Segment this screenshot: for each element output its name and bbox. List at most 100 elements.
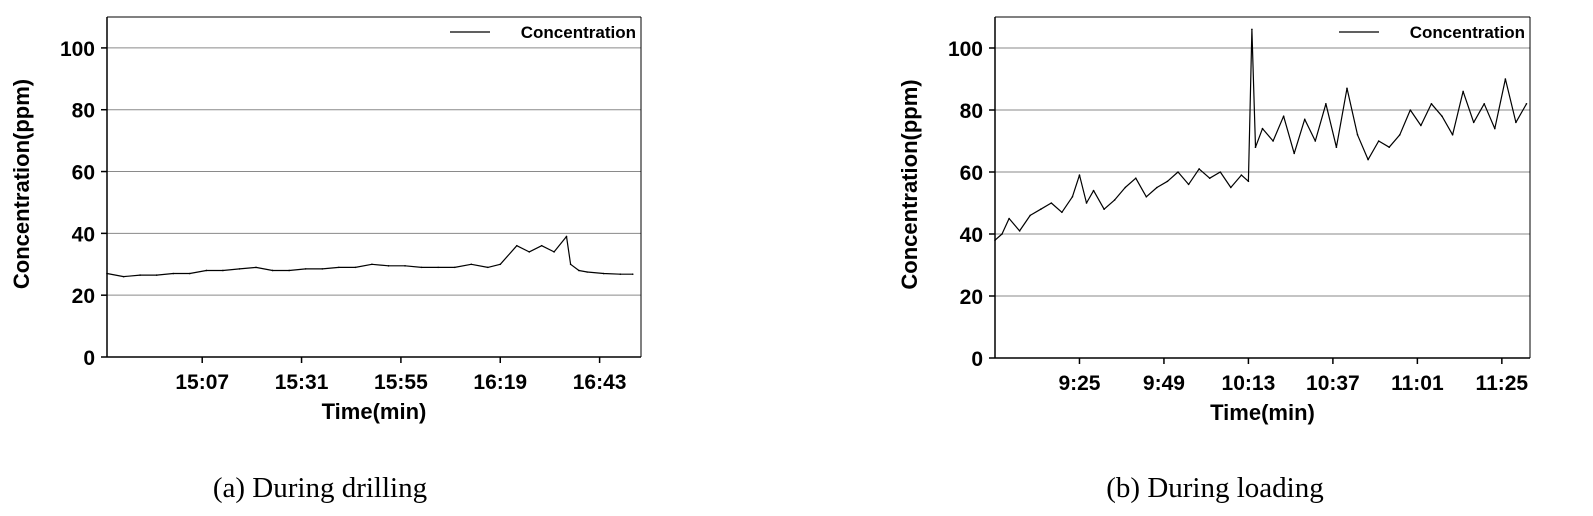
loading-data-point — [1441, 115, 1443, 117]
drilling-data-point — [387, 265, 390, 267]
loading-x-tick-label: 10:13 — [1222, 372, 1276, 395]
loading-data-point — [1515, 121, 1517, 124]
loading-data-point — [1008, 217, 1010, 220]
loading-x-tick-label: 11:25 — [1476, 372, 1529, 395]
drilling-data-point — [420, 266, 423, 269]
loading-data-point — [1177, 171, 1179, 173]
drilling-data-point — [222, 269, 224, 272]
drilling-data-point — [437, 266, 439, 269]
drilling-data-point — [371, 263, 373, 266]
loading-y-axis-title: Concentration(ppm) — [897, 79, 922, 289]
drilling-x-tick-label: 15:31 — [275, 371, 329, 394]
drilling-data-point — [470, 263, 473, 266]
loading-data-point — [1198, 168, 1200, 170]
drilling-y-tick-label: 40 — [72, 223, 95, 246]
loading-data-point — [1398, 134, 1401, 136]
drilling-data-point — [188, 272, 191, 275]
loading-data-point — [1029, 214, 1031, 217]
drilling-data-point — [304, 268, 307, 270]
loading-data-point — [1462, 90, 1464, 93]
loading-data-point — [1113, 199, 1116, 201]
loading-data-point — [1346, 87, 1348, 90]
loading-data-point — [1472, 121, 1475, 124]
drilling-x-tick-label: 15:55 — [374, 371, 428, 394]
loading-data-point — [1335, 146, 1338, 148]
loading-data-point — [1061, 211, 1063, 214]
drilling-y-tick-label: 80 — [72, 100, 95, 123]
drilling-data-point — [631, 273, 634, 275]
loading-y-tick-label: 0 — [971, 348, 983, 371]
drilling-data-point — [172, 272, 175, 275]
loading-data-point — [1451, 134, 1454, 136]
loading-data-point — [1103, 208, 1105, 210]
drilling-x-tick-label: 15:07 — [175, 371, 229, 394]
drilling-data-point — [586, 271, 588, 273]
loading-data-point — [1092, 189, 1095, 192]
drilling-y-tick-label: 20 — [72, 285, 95, 308]
loading-data-point — [1251, 28, 1253, 31]
loading-data-point — [1388, 146, 1391, 148]
drilling-data-point — [106, 272, 108, 275]
loading-data-point — [1325, 103, 1327, 105]
loading-data-point — [1303, 118, 1306, 121]
loading-data-point — [1367, 158, 1369, 161]
drilling-data-point — [516, 244, 518, 247]
drilling-x-axis-title: Time(min) — [322, 399, 427, 424]
loading-data-point — [1230, 186, 1232, 189]
loading-data-point — [1420, 124, 1422, 127]
caption-drilling: (a) During drilling — [212, 472, 428, 504]
loading-data-point — [1145, 196, 1148, 198]
loading-data-point — [1219, 171, 1222, 173]
loading-x-tick-label: 11:01 — [1391, 372, 1444, 395]
loading-data-point — [1039, 208, 1042, 210]
drilling-data-point — [569, 263, 572, 266]
loading-data-point — [1272, 140, 1274, 142]
drilling-data-point — [565, 235, 568, 238]
loading-data-point — [1314, 140, 1317, 142]
loading-data-point — [1377, 140, 1380, 142]
loading-data-point — [1166, 180, 1169, 183]
drilling-data-point — [139, 274, 141, 276]
loading-data-point — [1261, 127, 1264, 130]
loading-data-point — [1282, 115, 1285, 117]
drilling-data-point — [238, 268, 241, 270]
loading-data-point — [1085, 202, 1088, 204]
loading-y-tick-label: 20 — [960, 286, 983, 309]
drilling-data-point — [205, 269, 208, 272]
drilling-y-tick-label: 0 — [83, 347, 95, 370]
drilling-data-point — [338, 266, 340, 269]
drilling-data-point — [487, 266, 489, 269]
drilling-data-point — [540, 244, 543, 247]
drilling-data-point — [155, 274, 158, 276]
loading-data-point — [1134, 177, 1137, 179]
loading-data-point — [1018, 230, 1021, 232]
loading-data-point — [1525, 103, 1528, 105]
loading-data-point — [1356, 134, 1359, 136]
loading-data-point — [1430, 103, 1433, 105]
loading-x-tick-label: 9:25 — [1058, 372, 1100, 395]
drilling-y-tick-label: 60 — [72, 162, 95, 185]
drilling-data-point — [288, 269, 290, 272]
loading-y-tick-label: 40 — [960, 224, 983, 247]
loading-data-point — [1240, 174, 1243, 176]
drilling-data-point — [619, 273, 622, 275]
drilling-x-tick-label: 16:19 — [473, 371, 527, 394]
loading-data-point — [1293, 152, 1295, 155]
loading-data-point — [994, 239, 996, 241]
loading-data-point — [1050, 202, 1053, 204]
loading-x-tick-label: 10:37 — [1306, 372, 1360, 395]
drilling-data-point — [321, 268, 324, 270]
drilling-data-point — [578, 269, 580, 272]
drilling-series-line — [106, 235, 633, 278]
drilling-data-point — [528, 251, 531, 253]
loading-data-point — [1504, 78, 1507, 80]
loading-series-line — [994, 28, 1528, 241]
drilling-data-point — [271, 269, 274, 272]
drilling-y-axis-title: Concentration(ppm) — [9, 79, 34, 289]
loading-data-point — [1078, 174, 1081, 176]
drilling-data-point — [453, 266, 456, 269]
loading-data-point — [1483, 103, 1486, 105]
loading-data-point — [1247, 180, 1250, 183]
loading-data-point — [1494, 127, 1496, 130]
